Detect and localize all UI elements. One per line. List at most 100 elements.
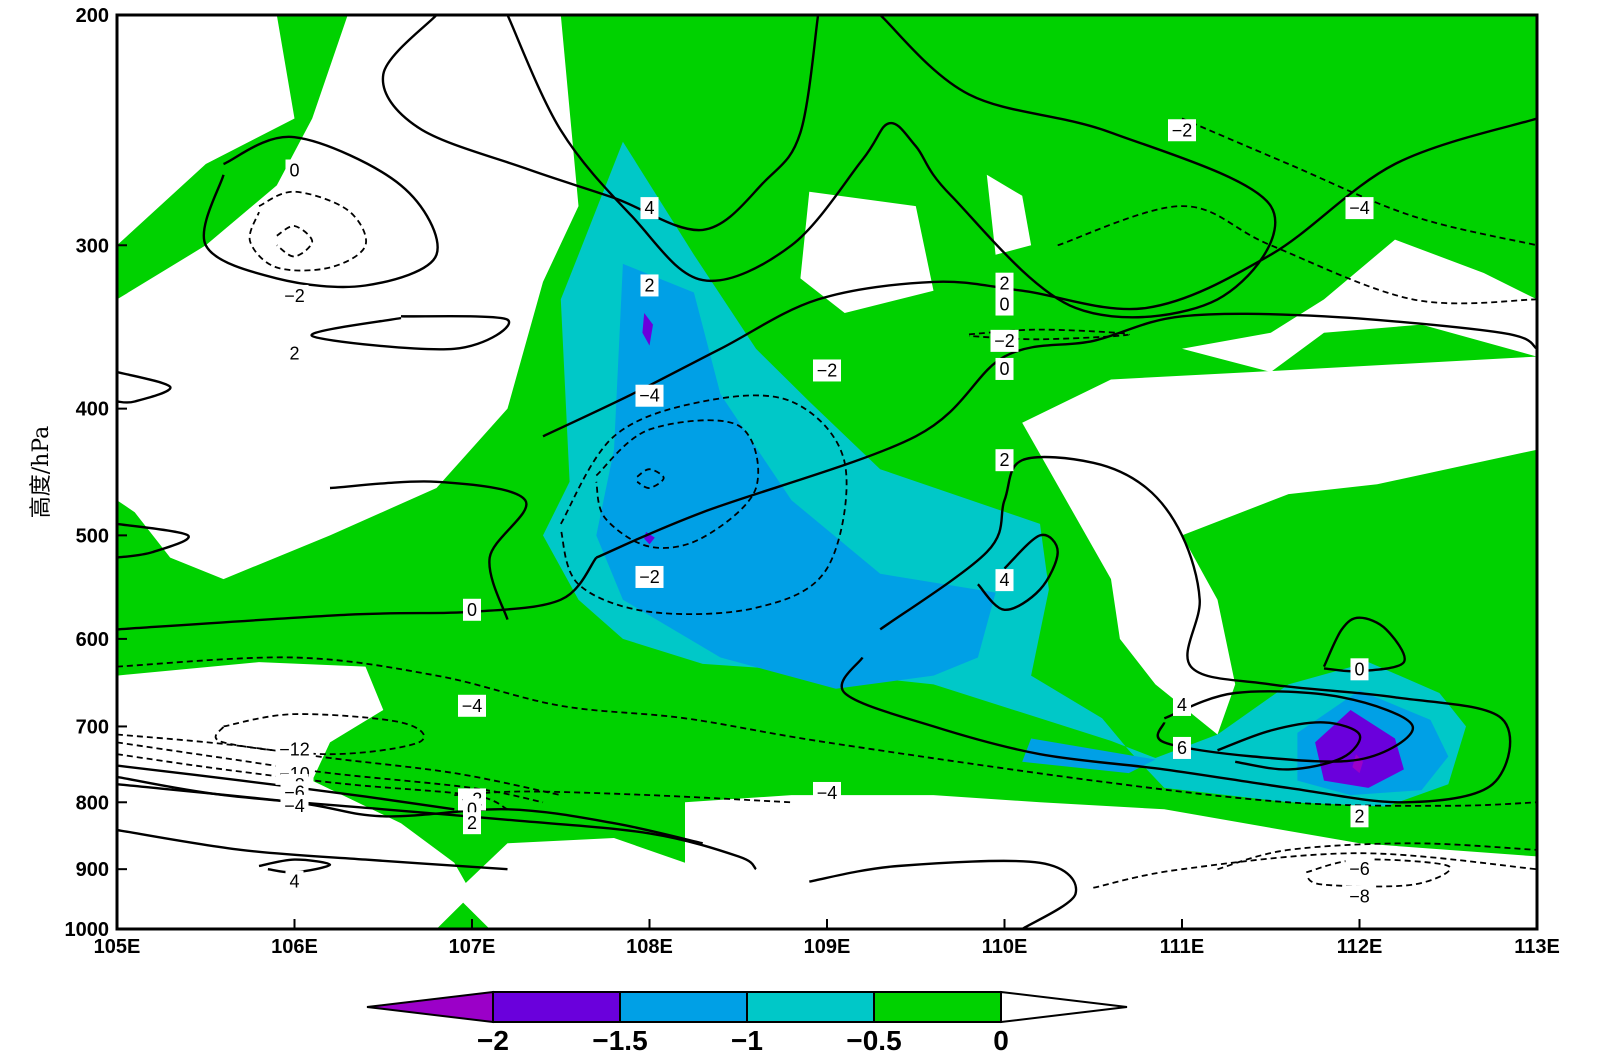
- y-tick-label: 300: [76, 235, 109, 257]
- contour-label-text: −4: [284, 796, 305, 816]
- contour-line-1: [248, 190, 367, 272]
- colorbar-label: −2: [477, 1025, 509, 1052]
- contour-label-text: 2: [289, 344, 299, 364]
- contour-label-bg: [280, 284, 309, 307]
- contour-label-text: −4: [639, 386, 660, 406]
- shaded-region-white-4: [986, 174, 1032, 255]
- colorbar-box: [873, 991, 1002, 1023]
- y-tick-label: 1000: [65, 919, 110, 941]
- contour-label-text: 2: [999, 274, 1009, 294]
- x-tick-label: 106E: [271, 936, 318, 958]
- contour-label-bg: [995, 293, 1014, 316]
- contour-line-35: [117, 370, 172, 404]
- contour-label-bg: [1345, 197, 1374, 220]
- contour-line-25: [258, 858, 332, 874]
- contour-label-text: 4: [999, 570, 1009, 590]
- contour-label-bg: [1168, 119, 1196, 142]
- contour-label-1: −2: [280, 284, 309, 307]
- colorbar-box: [619, 991, 748, 1023]
- y-tick-label: 200: [76, 5, 109, 27]
- contour-label-text: 0: [467, 799, 477, 819]
- contour-line-0: [202, 135, 439, 289]
- x-tick-label: 110E: [982, 936, 1028, 958]
- colorbar-box: [746, 991, 875, 1023]
- contour-label-text: 2: [1354, 806, 1364, 826]
- contour-label-bg: [463, 598, 481, 621]
- contour-label-text: −4: [1349, 198, 1370, 218]
- contour-label-text: 2: [999, 450, 1009, 470]
- contour-label-text: −4: [462, 696, 483, 716]
- shaded-region-white-9: [685, 795, 1537, 929]
- contour-label-text: 0: [467, 600, 477, 620]
- contour-label-13: 4: [995, 569, 1014, 592]
- contour-line-36: [117, 522, 190, 559]
- contour-label-text: −2: [1172, 120, 1193, 140]
- contour-label-28: 4: [1173, 693, 1191, 716]
- y-tick-label: 400: [76, 399, 109, 421]
- contour-label-text: −2: [284, 286, 305, 306]
- contour-label-14: −2: [1168, 119, 1196, 142]
- contour-label-11: 0: [995, 357, 1014, 380]
- contour-label-30: 0: [1350, 658, 1369, 681]
- contour-label-bg: [1173, 693, 1191, 716]
- x-axis: 105E 106E 107E 108E 109E 110E 111E 112E 113E: [94, 919, 1560, 958]
- contour-label-2: 2: [285, 342, 304, 365]
- contour-label-bg: [285, 342, 304, 365]
- shaded-region-white-6: [1182, 239, 1537, 372]
- contour-label-bg: [275, 738, 314, 761]
- colorbar-label: 0: [993, 1025, 1009, 1052]
- contour-label-bg: [635, 384, 664, 407]
- contour-label-bg: [995, 569, 1014, 592]
- x-tick-label: 108E: [626, 936, 673, 958]
- contour-label-22: −4: [280, 794, 309, 817]
- contour-label-bg: [280, 794, 309, 817]
- contour-label-text: −4: [817, 783, 838, 803]
- contour-label-17: −4: [458, 694, 486, 717]
- contour-label-bg: [640, 274, 659, 297]
- colorbar-upper-triangle: [1000, 990, 1128, 1024]
- contour-line-18: [117, 741, 544, 804]
- y-axis: 200 300 400 500 600 700 800 900 1000: [65, 5, 127, 941]
- contour-line-5: [506, 15, 1277, 319]
- x-tick-label: 111E: [1160, 936, 1205, 958]
- y-tick-label: 500: [76, 525, 109, 547]
- contour-line-3: [310, 314, 511, 351]
- contour-line-8: [595, 419, 760, 549]
- contour-label-text: 0: [999, 359, 1009, 379]
- contour-label-text: −2: [639, 567, 660, 587]
- colorbar-label: −1: [731, 1025, 763, 1052]
- x-tick-label: 109E: [804, 936, 851, 958]
- contour-label-6: −2: [813, 359, 841, 382]
- contour-label-bg: [1350, 658, 1369, 681]
- shaded-region-white-2: [241, 299, 339, 365]
- contour-label-bg: [635, 565, 664, 588]
- contour-label-25: 2: [463, 812, 481, 835]
- contour-label-7: −2: [635, 565, 664, 588]
- contour-label-33: −8: [1345, 885, 1374, 908]
- contour-label-text: 4: [1177, 695, 1187, 715]
- shaded-region-white-8: [454, 838, 703, 929]
- contour-line-37: [329, 480, 528, 620]
- contour-line-12: [977, 533, 1059, 612]
- contour-label-12: 2: [995, 449, 1014, 472]
- contour-label-bg: [995, 272, 1014, 295]
- contour-label-text: 2: [467, 813, 477, 833]
- contour-label-9: 0: [995, 293, 1014, 316]
- x-tick-label: 105E: [94, 936, 141, 958]
- contour-label-18: −12: [275, 738, 314, 761]
- contour-label-bg: [640, 197, 659, 220]
- colorbar-lower-triangle: [366, 990, 494, 1024]
- contour-line-24: [117, 828, 508, 871]
- y-tick-label: 700: [76, 716, 109, 738]
- contour-line-15: [117, 656, 1537, 807]
- contour-label-bg: [1345, 885, 1374, 908]
- contour-line-30: [1217, 842, 1537, 871]
- contour-label-26: 4: [285, 870, 304, 893]
- contour-line-13: [595, 312, 1537, 559]
- contour-label-bg: [458, 694, 486, 717]
- x-tick-label: 113E: [1514, 936, 1560, 958]
- contour-label-bg: [995, 449, 1014, 472]
- contour-label-text: 4: [644, 198, 654, 218]
- contour-label-bg: [995, 357, 1014, 380]
